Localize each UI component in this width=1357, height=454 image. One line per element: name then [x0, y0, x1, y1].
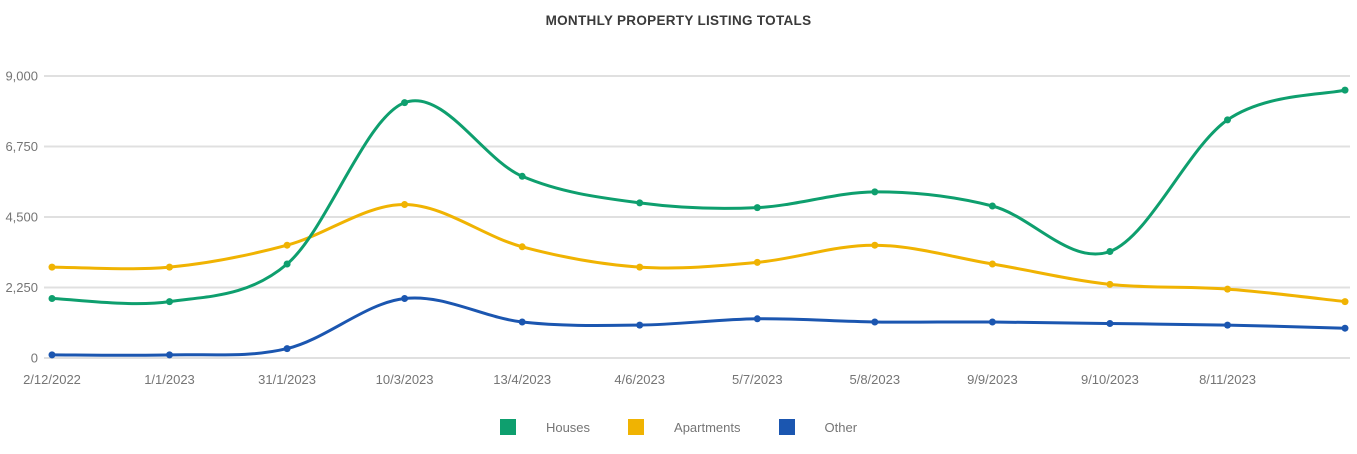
data-point[interactable] — [48, 295, 56, 302]
data-point[interactable] — [401, 201, 409, 208]
data-point[interactable] — [518, 172, 526, 180]
data-point[interactable] — [283, 345, 291, 353]
data-point[interactable] — [1106, 280, 1114, 288]
houses-swatch-icon — [499, 419, 516, 435]
x-tick-label: 13/4/2023 — [493, 372, 551, 387]
data-point[interactable] — [753, 204, 761, 212]
apartments-swatch-icon — [628, 419, 645, 435]
data-point[interactable] — [636, 263, 644, 271]
x-tick-label: 10/3/2023 — [376, 372, 434, 387]
data-point[interactable] — [988, 318, 996, 326]
x-tick-labels: 2/12/2022 1/1/2023 31/1/2023 10/3/2023 13/4/… — [23, 372, 1256, 387]
data-point[interactable] — [401, 99, 409, 107]
y-tick-label: 2,250 — [5, 280, 38, 295]
legend-label-other: Other — [824, 419, 858, 435]
legend-item-houses[interactable]: Houses — [499, 419, 591, 435]
data-point[interactable] — [518, 318, 526, 326]
y-tick-label: 6,750 — [5, 139, 38, 154]
data-point[interactable] — [283, 260, 291, 268]
data-point[interactable] — [871, 188, 879, 196]
chart-title: MONTHLY PROPERTY LISTING TOTALS — [545, 13, 812, 28]
y-grid-and-ticks: 0 2,250 4,500 6,750 9,000 — [5, 69, 1350, 366]
series-points-houses — [48, 86, 1349, 306]
x-tick-label: 5/8/2023 — [849, 372, 900, 387]
data-point[interactable] — [1106, 248, 1114, 255]
y-tick-label: 0 — [31, 351, 38, 366]
series-points-apartments — [48, 201, 1349, 306]
data-point[interactable] — [871, 241, 879, 249]
data-point[interactable] — [988, 260, 996, 268]
data-point[interactable] — [988, 202, 996, 210]
data-point[interactable] — [518, 243, 526, 251]
y-tick-label: 9,000 — [5, 69, 38, 84]
data-point[interactable] — [753, 315, 761, 323]
data-point[interactable] — [401, 295, 409, 302]
x-tick-label: 1/1/2023 — [144, 372, 195, 387]
other-swatch-icon — [778, 419, 795, 435]
data-point[interactable] — [1224, 321, 1231, 329]
data-point[interactable] — [871, 318, 879, 326]
data-point[interactable] — [166, 351, 173, 359]
legend-label-apartments: Apartments — [674, 419, 741, 435]
data-point[interactable] — [48, 351, 56, 359]
x-tick-label: 5/7/2023 — [732, 372, 783, 387]
series-points-other — [48, 295, 1349, 359]
x-tick-label: 9/9/2023 — [967, 372, 1018, 387]
series-line-houses — [50, 88, 1347, 306]
data-point[interactable] — [1224, 285, 1231, 293]
data-point[interactable] — [1224, 116, 1231, 124]
chart-canvas: 0 2,250 4,500 6,750 9,000 2/12/2022 1/1/2023 31… — [5, 69, 1350, 387]
data-point[interactable] — [1341, 298, 1349, 306]
data-point[interactable] — [166, 298, 173, 306]
data-point[interactable] — [1106, 320, 1114, 327]
legend-item-other[interactable]: Other — [778, 419, 858, 435]
data-point[interactable] — [283, 241, 291, 249]
data-point[interactable] — [166, 263, 173, 271]
x-tick-label: 2/12/2022 — [23, 372, 81, 387]
series-line-other — [50, 296, 1347, 357]
x-tick-label: 4/6/2023 — [614, 372, 665, 387]
y-tick-label: 4,500 — [5, 210, 38, 225]
series-line-apartments — [50, 202, 1347, 304]
data-point[interactable] — [636, 199, 644, 207]
chart-legend: Houses Apartments Other — [0, 419, 1357, 435]
data-point[interactable] — [753, 258, 761, 266]
data-point[interactable] — [1341, 86, 1349, 94]
x-tick-label: 31/1/2023 — [258, 372, 316, 387]
x-tick-label: 8/11/2023 — [1199, 372, 1256, 387]
data-point[interactable] — [636, 321, 644, 329]
data-point[interactable] — [1341, 324, 1349, 332]
legend-label-houses: Houses — [545, 419, 591, 435]
x-tick-label: 9/10/2023 — [1081, 372, 1139, 387]
data-point[interactable] — [48, 263, 56, 271]
legend-item-apartments[interactable]: Apartments — [628, 419, 741, 435]
